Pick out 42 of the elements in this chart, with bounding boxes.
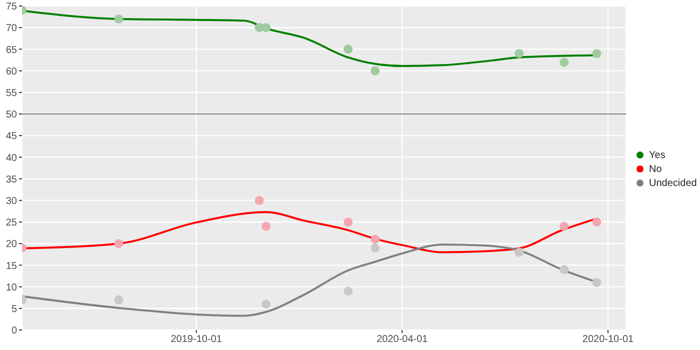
y-tick-label: 0 <box>11 326 18 337</box>
x-tick-label: 2020-04-01 <box>376 334 428 346</box>
y-tick-label: 10 <box>6 282 18 294</box>
point <box>114 239 124 248</box>
x-tick-label: 2020-10-01 <box>582 334 634 346</box>
point <box>514 49 524 58</box>
y-tick-label: 70 <box>6 23 18 34</box>
point <box>114 14 124 24</box>
y-tick-label: 5 <box>11 304 18 315</box>
point <box>560 58 569 67</box>
point <box>370 66 380 76</box>
point <box>592 278 602 287</box>
point <box>560 222 569 231</box>
point <box>254 196 264 205</box>
point <box>262 222 271 231</box>
legend-label: Undecided <box>649 178 697 188</box>
y-tick-label: 40 <box>6 152 18 164</box>
point <box>344 217 353 227</box>
point <box>592 217 602 227</box>
y-tick-label: 45 <box>6 131 18 142</box>
y-tick-label: 50 <box>6 110 18 121</box>
y-tick-label: 60 <box>6 66 18 78</box>
y-tick-label: 65 <box>6 44 18 56</box>
legend-label: No <box>649 164 662 174</box>
point <box>262 300 271 309</box>
point <box>114 295 124 304</box>
y-tick-label: 20 <box>6 239 18 250</box>
point <box>262 23 271 32</box>
y-tick-label: 25 <box>6 218 18 229</box>
point <box>344 286 353 296</box>
point <box>592 49 602 58</box>
point <box>344 44 353 54</box>
y-tick-label: 30 <box>6 196 18 207</box>
point <box>370 234 380 244</box>
y-tick-label: 35 <box>6 174 18 186</box>
point <box>560 265 569 274</box>
legend-label: Yes <box>649 150 666 160</box>
point <box>370 243 380 252</box>
y-tick-label: 75 <box>6 2 18 13</box>
y-tick-label: 55 <box>6 88 18 99</box>
x-tick-label: 2019-10-01 <box>170 334 222 346</box>
y-tick-label: 15 <box>6 260 18 272</box>
